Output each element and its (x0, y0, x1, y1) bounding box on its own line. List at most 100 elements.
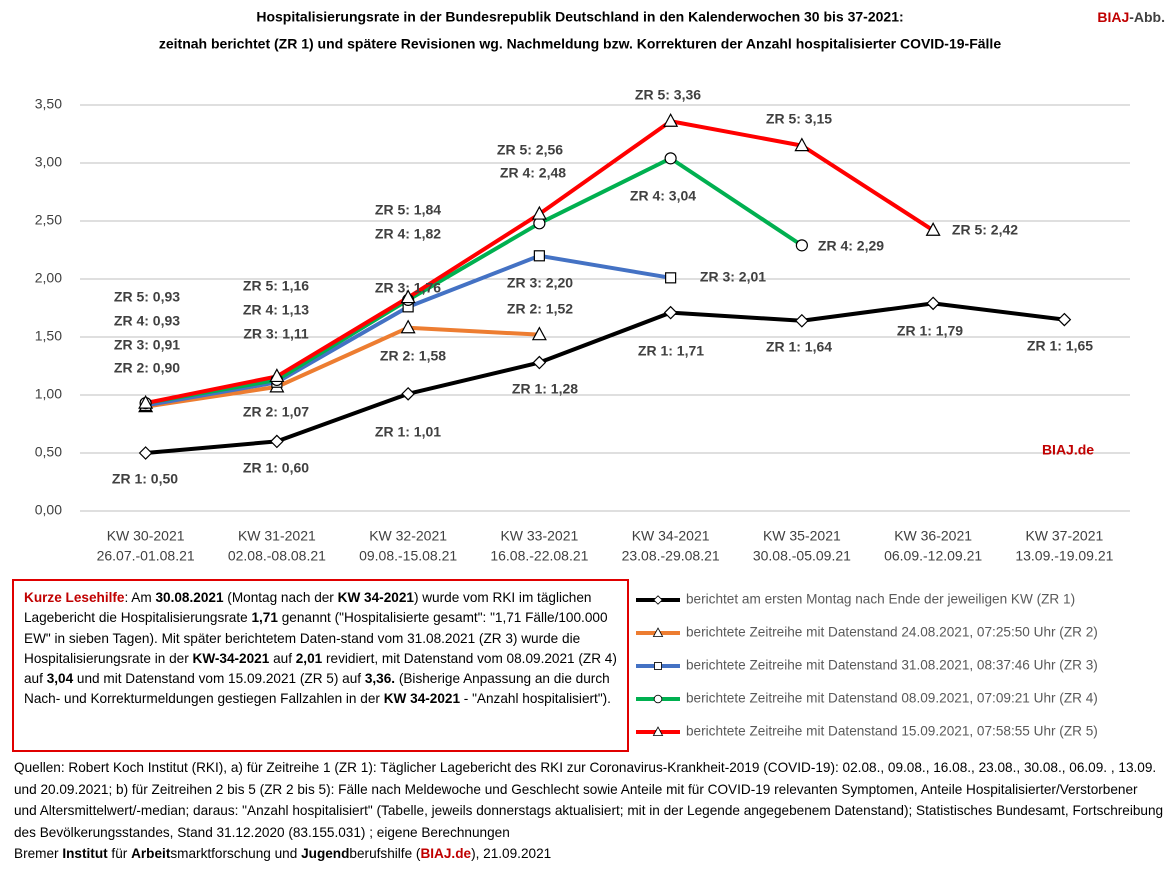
data-label: ZR 5: 1,16 (243, 278, 309, 294)
text-run: Bremer (14, 846, 63, 861)
data-label: ZR 2: 0,90 (114, 360, 180, 376)
data-label: ZR 1: 1,65 (1027, 338, 1093, 354)
text-run: KW-34-2021 (192, 650, 270, 666)
text-run: 3,36. (364, 671, 396, 687)
x-tick-sublabel: 23.08.-29.08.21 (622, 548, 720, 564)
data-label: ZR 4: 2,48 (500, 165, 566, 181)
series-line (145, 325, 540, 409)
marker (665, 272, 677, 284)
y-tick-label: 0,50 (35, 444, 62, 460)
legend-label: berichtet am ersten Montag nach Ende der… (686, 592, 1075, 607)
x-tick-label: KW 35-2021 (763, 528, 841, 544)
text-run: Institut (62, 846, 108, 861)
legend-label: berichtete Zeitreihe mit Datenstand 31.0… (686, 658, 1098, 673)
text-run: -Abb. (1129, 9, 1165, 25)
text-run: berufshilfe ( (349, 846, 421, 861)
marker (138, 446, 153, 460)
text-run: 1,71 (251, 610, 278, 626)
y-tick-label: 2,00 (35, 270, 62, 286)
x-tick-sublabel: 06.09.-12.09.21 (884, 548, 982, 564)
x-tick-label: KW 33-2021 (500, 528, 578, 544)
marker (1057, 312, 1072, 327)
y-tick-label: 3,50 (35, 96, 62, 112)
text-run: KW 34-2021 (337, 590, 414, 605)
y-tick-label: 2,50 (35, 212, 62, 228)
x-tick-label: KW 34-2021 (632, 528, 710, 544)
marker (531, 326, 547, 341)
data-label: ZR 4: 1,13 (243, 302, 309, 318)
marker (531, 205, 547, 220)
text-run: Kurze Lesehilfe (24, 590, 125, 605)
footer: Bremer Institut für Arbeitsmarktforschun… (14, 846, 551, 861)
x-tick-label: KW 31-2021 (238, 528, 316, 544)
data-label: ZR 1: 0,50 (112, 471, 178, 487)
marker (795, 313, 809, 328)
text-run: ) wurde vom RKI im täglichen Lagebericht… (24, 590, 592, 626)
marker (664, 152, 677, 165)
text-run: und mit Datenstand vom 15.09.2021 (ZR 5)… (73, 671, 365, 687)
text-run: ), 21.09.2021 (471, 846, 552, 861)
data-label: ZR 1: 0,60 (243, 460, 309, 476)
marker (794, 137, 810, 152)
marker (653, 694, 663, 704)
data-label: ZR 4: 1,82 (375, 226, 441, 242)
data-label: ZR 4: 2,29 (818, 238, 884, 254)
text-run: 2,01 (295, 650, 323, 666)
data-label: ZR 3: 2,01 (700, 269, 766, 285)
y-tick-label: 0,00 (35, 502, 62, 518)
sources: Quellen: Robert Koch Institut (RKI), a) … (14, 760, 1164, 840)
data-label: ZR 1: 1,64 (766, 339, 832, 355)
data-label: ZR 2: 1,52 (507, 301, 573, 317)
data-label: ZR 5: 3,15 (766, 111, 832, 127)
marker (925, 222, 941, 236)
text-run: revidiert, mit Datenstand vom 08.09.2021… (24, 650, 617, 687)
data-label: ZR 5: 3,36 (635, 87, 701, 103)
marker (652, 627, 664, 637)
data-label: ZR 5: 2,42 (952, 222, 1018, 238)
legend: berichtet am ersten Montag nach Ende der… (636, 592, 1098, 739)
marker (795, 239, 808, 252)
y-tick-label: 3,00 (35, 154, 62, 170)
text-run: - "Anzahl hospitalisiert"). (460, 691, 611, 707)
text-run: auf (269, 650, 296, 666)
data-label: ZR 1: 1,01 (375, 424, 441, 440)
marker (653, 595, 663, 605)
watermark: BIAJ.de (1042, 442, 1094, 458)
data-label: ZR 2: 1,58 (380, 348, 446, 364)
marker (400, 289, 416, 304)
data-label: ZR 1: 1,79 (897, 323, 963, 339)
x-tick-sublabel: 16.08.-22.08.21 (490, 548, 588, 564)
marker (926, 296, 940, 311)
x-tick-sublabel: 30.08.-05.09.21 (753, 548, 851, 564)
x-tick-label: KW 30-2021 (107, 528, 185, 544)
legend-label: berichtete Zeitreihe mit Datenstand 24.0… (686, 625, 1098, 640)
text-run: (Montag nach der (223, 590, 338, 605)
marker (654, 662, 662, 670)
text-run: : Am (124, 590, 156, 605)
text-run: 3,04 (46, 671, 74, 687)
marker (269, 368, 285, 383)
marker (400, 319, 416, 334)
data-label: ZR 1: 1,71 (638, 343, 704, 359)
data-label: ZR 5: 2,56 (497, 142, 563, 158)
x-tick-sublabel: 26.07.-01.08.21 (97, 548, 195, 564)
marker (532, 355, 547, 370)
x-tick-sublabel: 13.09.-19.09.21 (1015, 548, 1113, 564)
data-label: ZR 1: 1,28 (512, 381, 578, 397)
x-tick-label: KW 37-2021 (1025, 528, 1103, 544)
chart-subtitle: zeitnah berichtet (ZR 1) und spätere Rev… (159, 36, 1001, 52)
x-tick-label: KW 32-2021 (369, 528, 447, 544)
x-tick-label: KW 36-2021 (894, 528, 972, 544)
marker (138, 394, 154, 409)
x-tick-sublabel: 09.08.-15.08.21 (359, 548, 457, 564)
text-run: KW 34-2021 (383, 691, 461, 707)
text-run: genannt ("Hospitalisierte gesamt": "1,71… (24, 610, 608, 666)
data-label: ZR 3: 1,76 (375, 280, 441, 296)
series-line (145, 301, 1065, 455)
y-tick-label: 1,00 (35, 386, 62, 402)
legend-label: berichtete Zeitreihe mit Datenstand 15.0… (686, 724, 1098, 739)
data-label: ZR 2: 1,07 (243, 404, 309, 420)
chart-title: Hospitalisierungsrate in der Bundesrepub… (256, 9, 903, 25)
data-label: ZR 5: 1,84 (375, 202, 441, 218)
